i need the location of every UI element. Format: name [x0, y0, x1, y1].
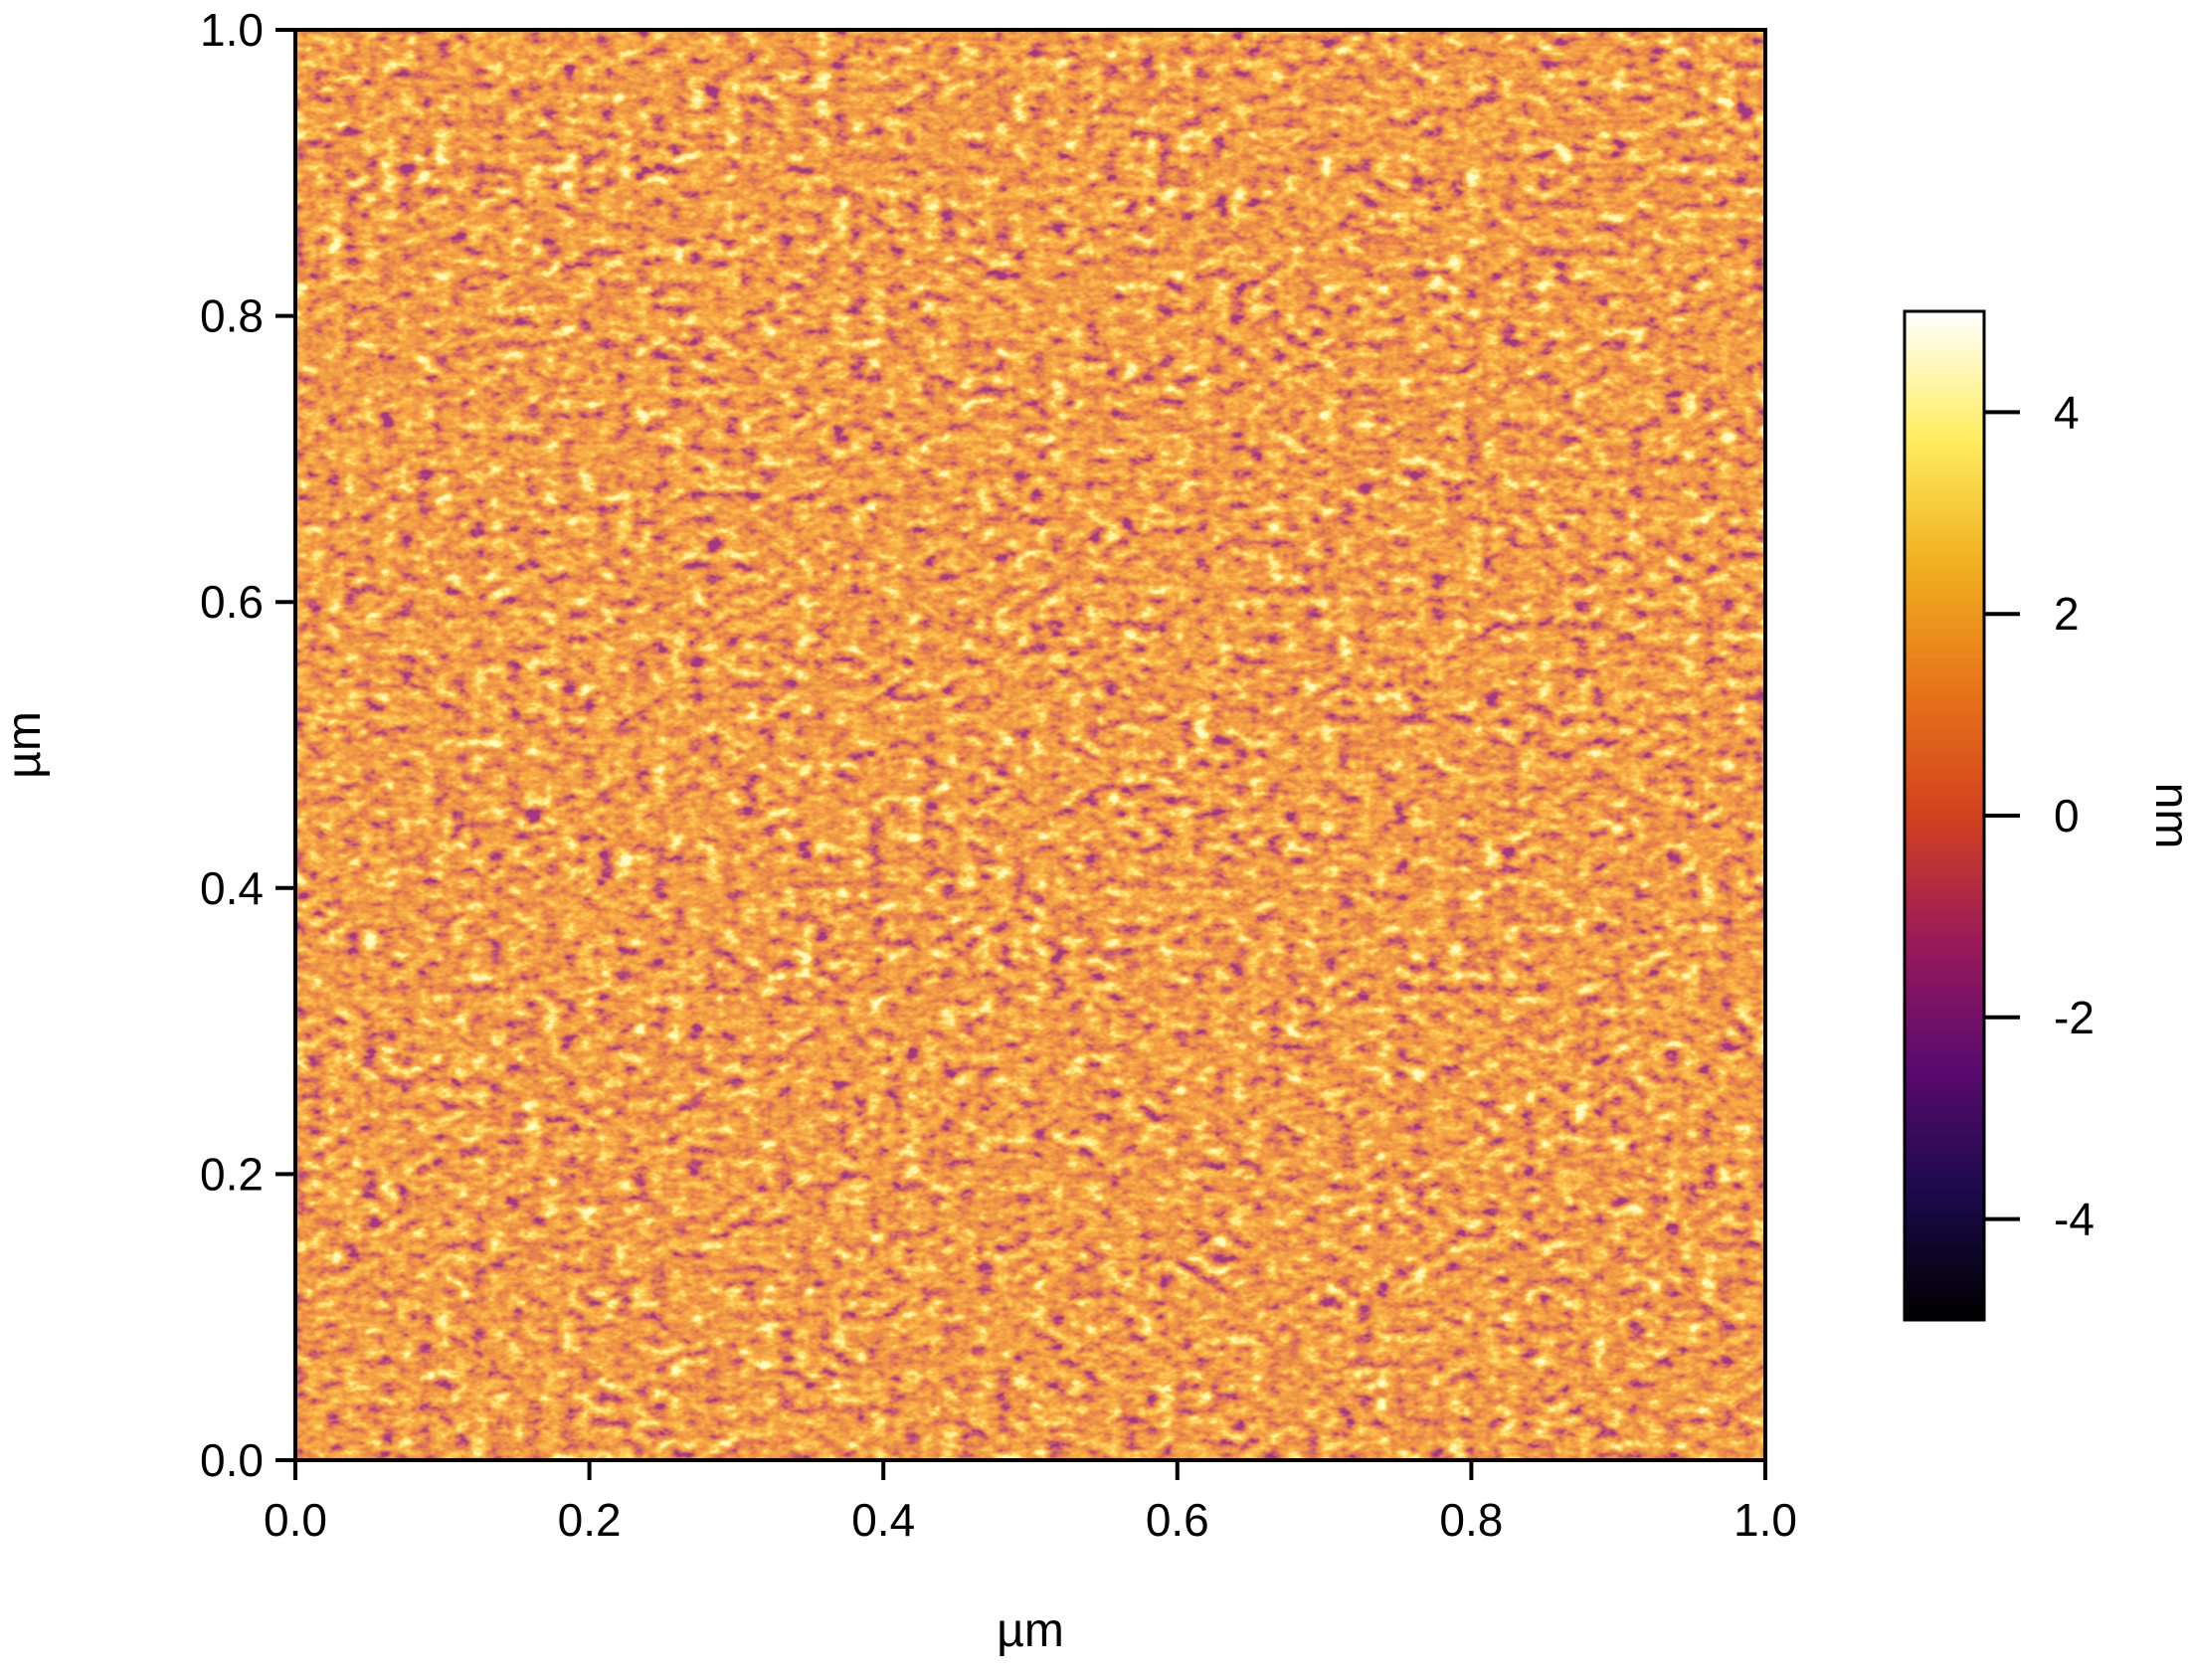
- x-tick-label: 0.2: [558, 1494, 622, 1546]
- y-tick-label: 0.0: [200, 1434, 264, 1486]
- colorbar-tick-label: 0: [2054, 790, 2080, 841]
- x-tick-label: 0.6: [1146, 1494, 1209, 1546]
- colorbar-tick-label: 4: [2054, 386, 2080, 438]
- colorbar-ticks: 4 2 0 -2 -4: [1984, 386, 2095, 1245]
- colorbar-tick-label: -2: [2054, 992, 2095, 1043]
- colorbar-tick-label: 2: [2054, 588, 2080, 640]
- colorbar-title: nm: [2145, 783, 2189, 849]
- y-tick-label: 1.0: [200, 4, 264, 56]
- y-tick-label: 0.6: [200, 576, 264, 628]
- x-tick-label: 1.0: [1733, 1494, 1797, 1546]
- colorbar-gradient: [1903, 309, 1986, 1322]
- y-tick-label: 0.4: [200, 862, 264, 914]
- plot-frame: [293, 28, 1767, 1462]
- y-axis-title: µm: [0, 711, 51, 779]
- plot-area: [293, 28, 1767, 1462]
- y-tick-label: 0.2: [200, 1148, 264, 1200]
- colorbar: 4 2 0 -2 -4 nm: [1903, 309, 2189, 1322]
- x-tick-label: 0.4: [851, 1494, 915, 1546]
- x-axis-ticks: 0.0 0.2 0.4 0.6 0.8 1.0: [264, 1460, 1797, 1546]
- colorbar-tick-label: -4: [2054, 1194, 2095, 1245]
- heatmap-image: [295, 30, 1765, 1460]
- y-axis-ticks: 0.0 0.2 0.4 0.6 0.8 1.0: [200, 4, 295, 1486]
- x-axis-title: µm: [997, 1604, 1064, 1657]
- x-tick-label: 0.0: [264, 1494, 327, 1546]
- x-tick-label: 0.8: [1439, 1494, 1503, 1546]
- y-tick-label: 0.8: [200, 290, 264, 342]
